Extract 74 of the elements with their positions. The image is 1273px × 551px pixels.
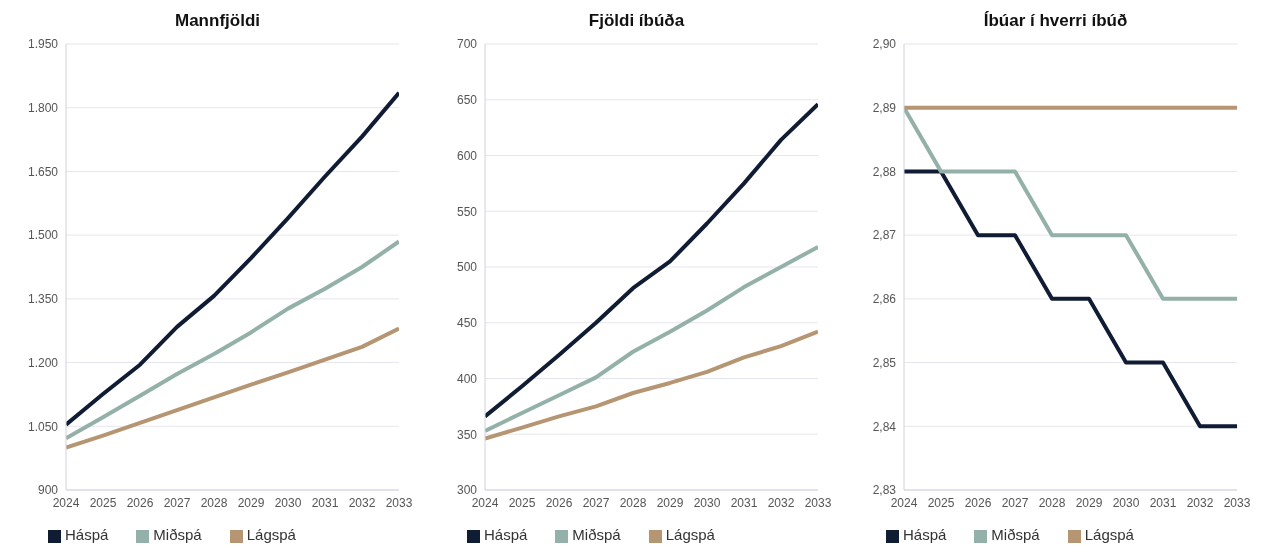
x-tick-label: 2026 bbox=[545, 495, 573, 510]
legend-label: Miðspá bbox=[572, 526, 621, 543]
y-tick-label: 2,88 bbox=[872, 164, 897, 179]
x-tick-label: 2027 bbox=[163, 495, 191, 510]
y-tick-label: 1.950 bbox=[27, 37, 59, 52]
y-tick-label: 2,86 bbox=[872, 292, 897, 307]
x-tick-label: 2026 bbox=[126, 495, 154, 510]
legend-label: Háspá bbox=[484, 526, 528, 543]
y-tick-label: 300 bbox=[456, 483, 478, 498]
legend-label: Lágspá bbox=[665, 526, 715, 543]
y-tick-label: 2,90 bbox=[872, 37, 897, 52]
y-tick-label: 1.050 bbox=[27, 419, 59, 434]
y-tick-label: 400 bbox=[456, 371, 478, 386]
line-series bbox=[66, 326, 399, 450]
x-tick-label: 2028 bbox=[200, 495, 228, 510]
x-tick-label: 2025 bbox=[927, 495, 955, 510]
line-series bbox=[66, 90, 399, 427]
x-tick-label: 2029 bbox=[1075, 495, 1103, 510]
y-tick-label: 550 bbox=[456, 204, 478, 219]
y-tick-label: 900 bbox=[37, 483, 59, 498]
x-tick-label: 2028 bbox=[619, 495, 647, 510]
chart-title: Íbúar í hverri íbúð bbox=[982, 10, 1129, 32]
y-tick-label: 1.500 bbox=[27, 228, 59, 243]
y-tick-label: 2,84 bbox=[872, 419, 897, 434]
y-tick-label: 2,87 bbox=[872, 228, 897, 243]
x-tick-label: 2029 bbox=[656, 495, 684, 510]
x-tick-label: 2028 bbox=[1038, 495, 1066, 510]
x-tick-label: 2033 bbox=[804, 495, 832, 510]
y-tick-label: 650 bbox=[456, 93, 478, 108]
y-tick-label: 500 bbox=[456, 260, 478, 275]
x-tick-label: 2030 bbox=[274, 495, 302, 510]
x-tick-label: 2030 bbox=[693, 495, 721, 510]
line-series bbox=[66, 239, 399, 441]
x-tick-label: 2027 bbox=[582, 495, 610, 510]
y-tick-label: 350 bbox=[456, 427, 478, 442]
x-tick-label: 2033 bbox=[1223, 495, 1251, 510]
y-tick-label: 2,85 bbox=[872, 355, 897, 370]
x-tick-label: 2024 bbox=[471, 495, 499, 510]
y-tick-label: 1.350 bbox=[27, 292, 59, 307]
line-series bbox=[485, 102, 818, 419]
legend-label: Miðspá bbox=[153, 526, 202, 543]
x-tick-label: 2031 bbox=[1149, 495, 1177, 510]
line-series bbox=[904, 169, 1237, 429]
x-tick-label: 2031 bbox=[311, 495, 339, 510]
line-series bbox=[485, 329, 818, 441]
x-tick-label: 2033 bbox=[385, 495, 413, 510]
legend-label: Háspá bbox=[903, 526, 947, 543]
x-tick-label: 2032 bbox=[767, 495, 795, 510]
y-tick-label: 2,83 bbox=[872, 483, 897, 498]
x-tick-label: 2024 bbox=[890, 495, 918, 510]
x-tick-label: 2026 bbox=[964, 495, 992, 510]
x-tick-label: 2027 bbox=[1001, 495, 1029, 510]
y-tick-label: 600 bbox=[456, 148, 478, 163]
legend-label: Lágspá bbox=[246, 526, 296, 543]
y-tick-label: 2,89 bbox=[872, 100, 897, 115]
y-tick-label: 450 bbox=[456, 316, 478, 331]
y-tick-label: 700 bbox=[456, 37, 478, 52]
chart-title: Fjöldi íbúða bbox=[587, 10, 686, 32]
legend-label: Miðspá bbox=[991, 526, 1040, 543]
legend-label: Háspá bbox=[65, 526, 109, 543]
x-tick-label: 2030 bbox=[1112, 495, 1140, 510]
x-tick-label: 2025 bbox=[508, 495, 536, 510]
y-tick-label: 1.650 bbox=[27, 164, 59, 179]
x-tick-label: 2032 bbox=[1186, 495, 1214, 510]
chart-title: Mannfjöldi bbox=[174, 10, 261, 32]
x-tick-label: 2029 bbox=[237, 495, 265, 510]
y-tick-label: 1.200 bbox=[27, 355, 59, 370]
x-tick-label: 2031 bbox=[730, 495, 758, 510]
x-tick-label: 2032 bbox=[348, 495, 376, 510]
legend-label: Lágspá bbox=[1084, 526, 1134, 543]
y-tick-label: 1.800 bbox=[27, 100, 59, 115]
x-tick-label: 2025 bbox=[89, 495, 117, 510]
line-series bbox=[485, 244, 818, 433]
x-tick-label: 2024 bbox=[52, 495, 80, 510]
